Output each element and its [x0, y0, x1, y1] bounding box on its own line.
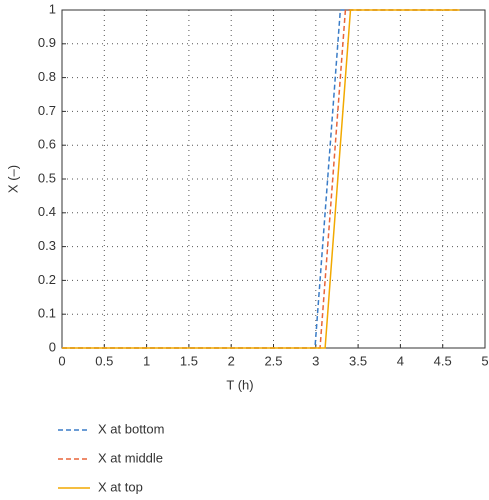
x-tick-label: 2.5: [264, 353, 282, 368]
y-axis-label: X (–): [5, 165, 20, 193]
legend-label: X at middle: [98, 450, 163, 465]
y-tick-label: 0.3: [38, 238, 56, 253]
x-tick-label: 3.5: [349, 353, 367, 368]
x-tick-label: 4.5: [434, 353, 452, 368]
y-tick-label: 0: [49, 339, 56, 354]
legend-label: X at bottom: [98, 421, 164, 436]
y-tick-label: 0.8: [38, 69, 56, 84]
y-tick-label: 0.2: [38, 272, 56, 287]
x-tick-label: 4: [397, 353, 404, 368]
y-tick-label: 0.7: [38, 103, 56, 118]
y-tick-label: 0.4: [38, 204, 56, 219]
legend-label: X at top: [98, 479, 143, 494]
x-tick-label: 3: [312, 353, 319, 368]
x-tick-label: 0.5: [95, 353, 113, 368]
y-tick-label: 0.6: [38, 137, 56, 152]
y-tick-label: 0.1: [38, 306, 56, 321]
x-axis-label: T (h): [226, 377, 253, 392]
x-tick-label: 0: [58, 353, 65, 368]
x-tick-label: 2: [228, 353, 235, 368]
x-tick-label: 1: [143, 353, 150, 368]
y-tick-label: 0.5: [38, 170, 56, 185]
line: [62, 9, 460, 349]
x-tick-label: 1.5: [180, 353, 198, 368]
x-tick-label: 5: [481, 353, 488, 368]
y-tick-label: 0.9: [38, 35, 56, 50]
y-tick-label: 1: [49, 1, 56, 16]
